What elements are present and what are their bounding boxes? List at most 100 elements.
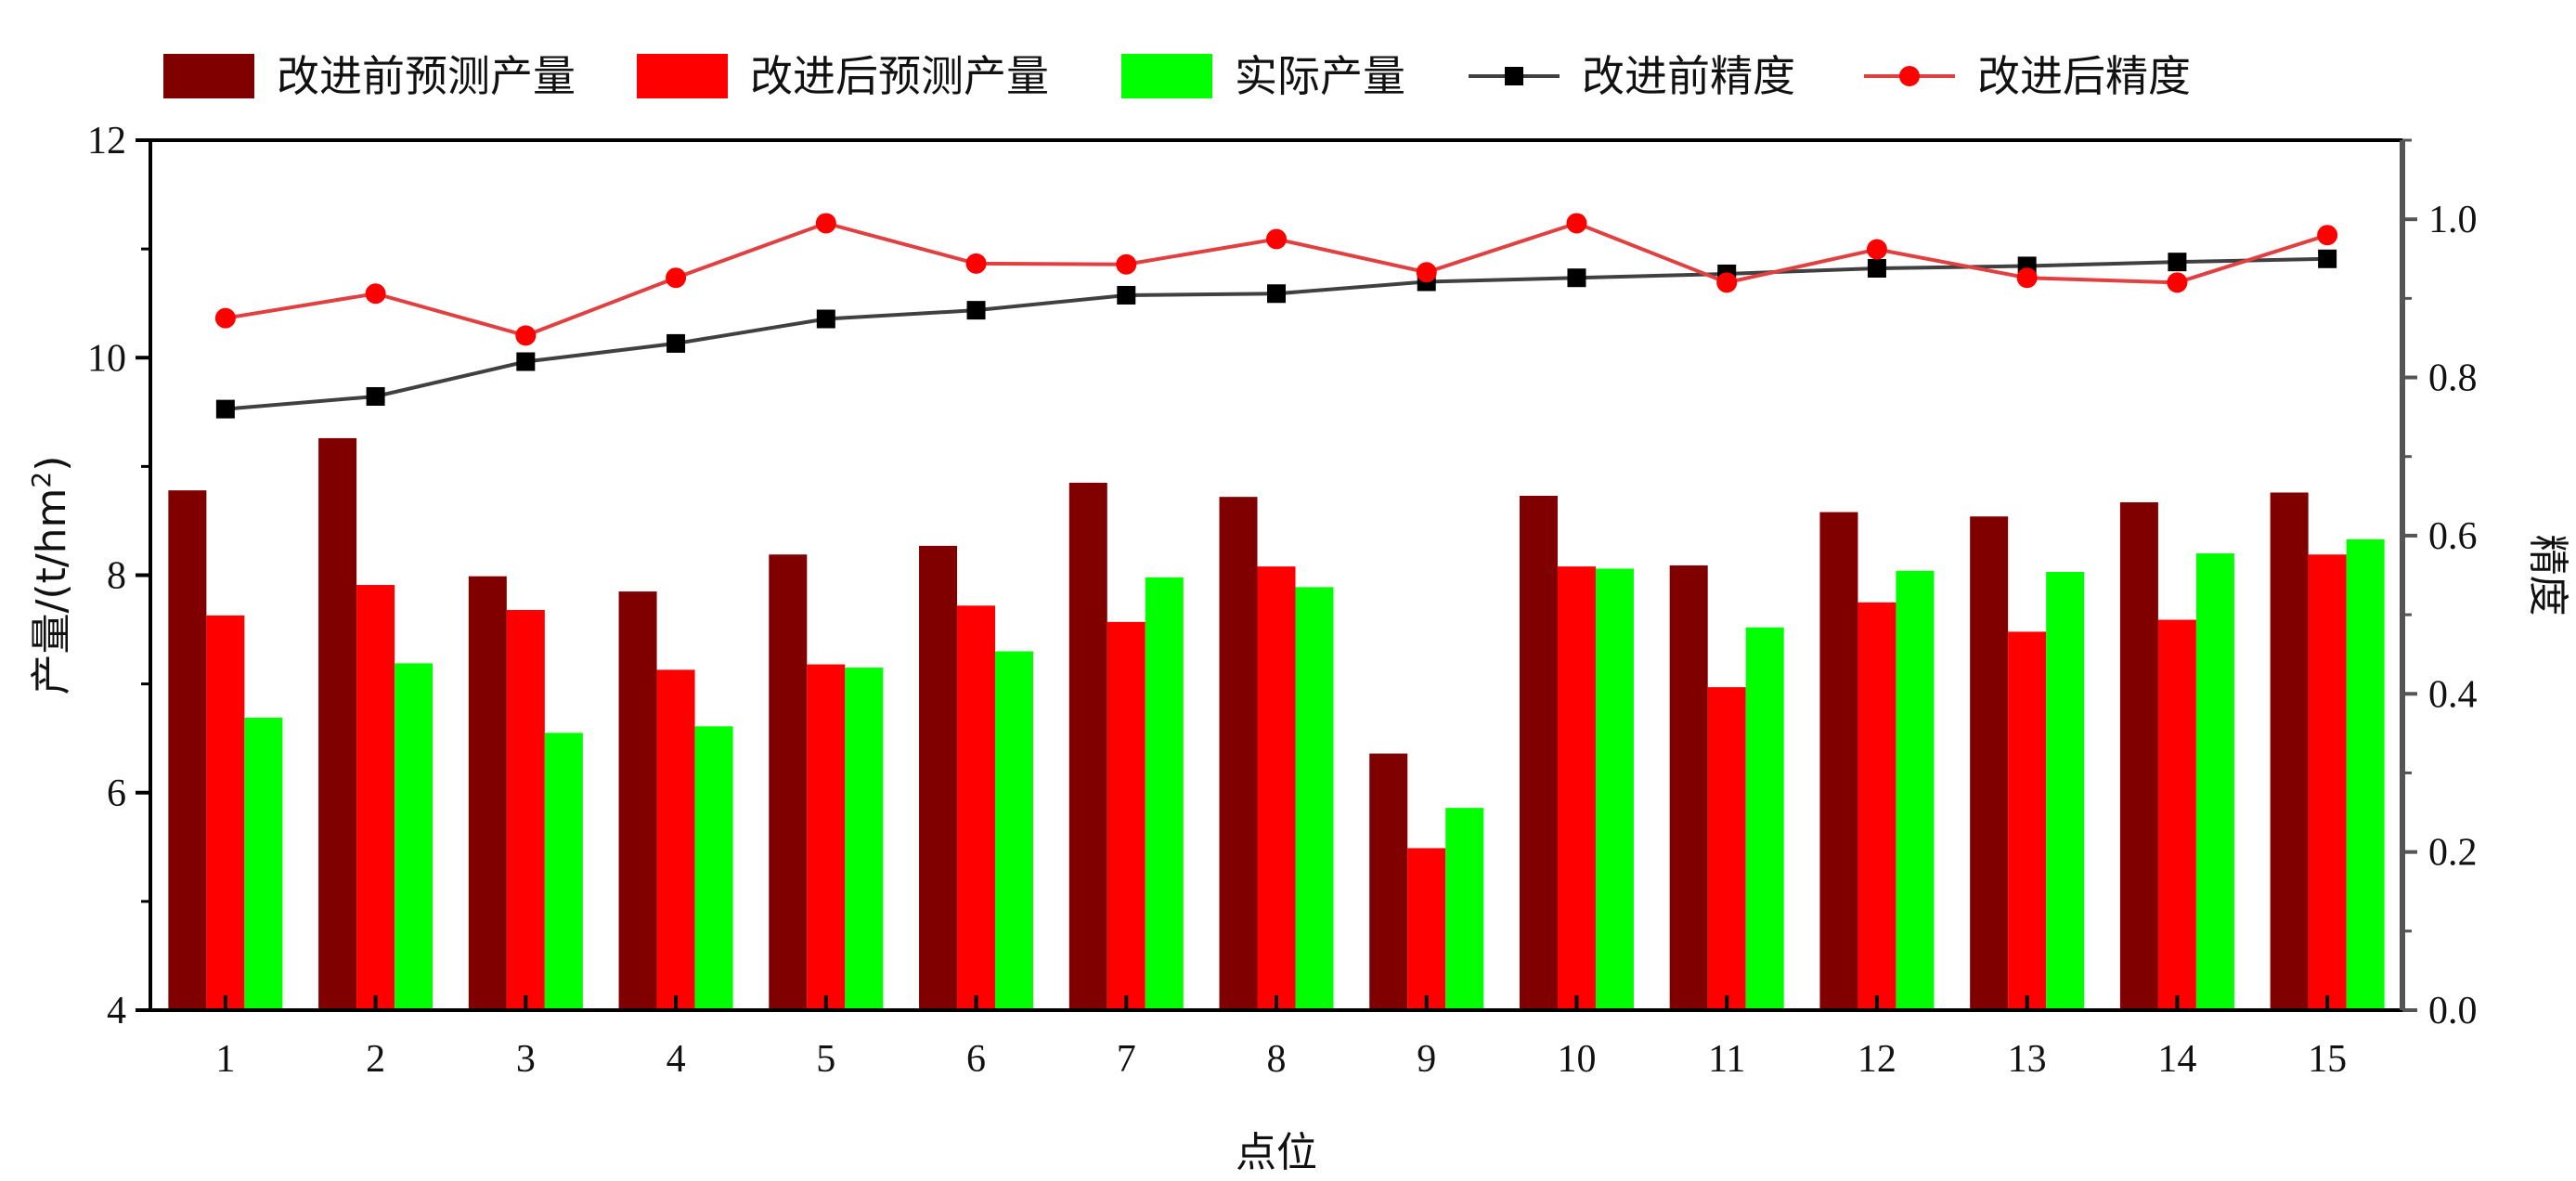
bar — [318, 437, 357, 1010]
data-point — [516, 352, 536, 371]
bar — [1707, 687, 1746, 1010]
x-tick-label: 6 — [966, 1038, 986, 1081]
data-point — [215, 399, 235, 419]
x-tick-label: 15 — [2308, 1038, 2347, 1081]
x-axis-title: 点位 — [1236, 1129, 1317, 1176]
data-point — [2016, 267, 2038, 289]
bar — [2195, 553, 2234, 1010]
bar — [618, 591, 657, 1010]
data-point — [1116, 253, 1137, 275]
y-axis-title-main: 产量/(t/hm — [28, 488, 75, 695]
bar — [356, 585, 395, 1010]
x-tick-label: 13 — [2008, 1038, 2047, 1081]
bar — [957, 605, 996, 1010]
bar — [1970, 516, 2009, 1010]
bar — [544, 733, 583, 1010]
bar — [769, 554, 808, 1010]
y-axis-title-sup: 2 — [26, 472, 57, 488]
x-tick-label: 7 — [1117, 1038, 1136, 1081]
x-tick-label: 8 — [1267, 1038, 1287, 1081]
data-point — [1567, 268, 1586, 288]
data-point — [214, 307, 236, 329]
legend-label: 改进后精度 — [1977, 51, 2191, 101]
bar — [168, 490, 207, 1010]
y2-tick-label: 0.2 — [2428, 832, 2478, 875]
data-point — [515, 325, 537, 346]
data-point — [1117, 285, 1136, 305]
legend-label: 改进前精度 — [1582, 51, 1795, 101]
bar — [395, 663, 434, 1010]
x-tick-label: 5 — [816, 1038, 835, 1081]
y2-tick-label: 0.6 — [2428, 515, 2478, 558]
y-tick-label: 6 — [107, 772, 126, 815]
bar — [1068, 482, 1107, 1010]
bar — [206, 615, 245, 1010]
y2-axis-title: 精度 — [2524, 535, 2571, 616]
bar — [1669, 565, 1708, 1010]
y2-tick-label: 0.0 — [2428, 990, 2478, 1032]
bar — [1295, 587, 1334, 1010]
data-point — [816, 309, 835, 329]
data-point — [1566, 213, 1587, 234]
data-point — [2168, 253, 2187, 272]
bar — [244, 717, 283, 1010]
bar — [1257, 566, 1296, 1010]
bar — [807, 664, 846, 1010]
bar — [919, 545, 958, 1010]
y-tick-label: 12 — [87, 120, 126, 162]
series-line — [225, 256, 2328, 411]
x-tick-label: 3 — [516, 1038, 536, 1081]
legend-marker — [1505, 67, 1523, 85]
bar — [1819, 512, 1858, 1010]
legend-label: 改进后预测产量 — [750, 51, 1049, 101]
bar — [1107, 621, 1146, 1010]
bar — [845, 668, 884, 1010]
data-point — [366, 386, 385, 406]
y2-tick-label: 0.8 — [2428, 357, 2478, 400]
bar — [1445, 808, 1484, 1010]
x-tick-label: 2 — [366, 1038, 385, 1081]
bar — [1369, 753, 1408, 1010]
data-point — [365, 283, 386, 305]
data-point — [1866, 239, 1887, 260]
data-point — [2318, 249, 2337, 268]
bar — [656, 669, 695, 1010]
x-tick-label: 9 — [1417, 1038, 1436, 1081]
y-axis-title-end: ) — [28, 456, 75, 472]
data-point — [1416, 262, 1437, 283]
data-point — [965, 253, 987, 274]
data-point — [1867, 258, 1886, 278]
bar — [1219, 497, 1258, 1010]
line-layer — [214, 213, 2338, 419]
bar — [2270, 492, 2309, 1010]
bar — [1896, 570, 1935, 1010]
data-point — [667, 333, 686, 353]
legend-marker — [1899, 66, 1920, 86]
bar — [2308, 554, 2347, 1010]
data-point — [815, 213, 836, 234]
legend-swatch — [637, 54, 728, 98]
bar — [1745, 627, 1784, 1010]
bar — [1519, 495, 1558, 1010]
legend-swatch — [163, 54, 254, 98]
bar — [2157, 619, 2196, 1010]
y2-tick-label: 1.0 — [2428, 199, 2478, 241]
bar — [2119, 502, 2158, 1010]
y-tick-label: 8 — [107, 555, 126, 598]
data-point — [2317, 225, 2338, 246]
bar — [2046, 571, 2085, 1010]
y2-tick-label: 0.4 — [2428, 673, 2478, 716]
data-point — [2167, 272, 2188, 293]
legend-label: 改进前预测产量 — [277, 51, 576, 101]
bar — [506, 609, 545, 1010]
legend: 改进前预测产量 改进后预测产量 实际产量 改进前精度 改进后精度 — [163, 51, 2191, 101]
bar — [468, 576, 507, 1010]
x-tick-label: 12 — [1858, 1038, 1896, 1081]
bar — [2346, 539, 2385, 1010]
x-tick-label: 1 — [215, 1038, 235, 1081]
bar — [694, 726, 733, 1010]
y-tick-label: 10 — [87, 337, 126, 380]
bar-layer — [168, 437, 2385, 1010]
legend-swatch — [1121, 54, 1212, 98]
